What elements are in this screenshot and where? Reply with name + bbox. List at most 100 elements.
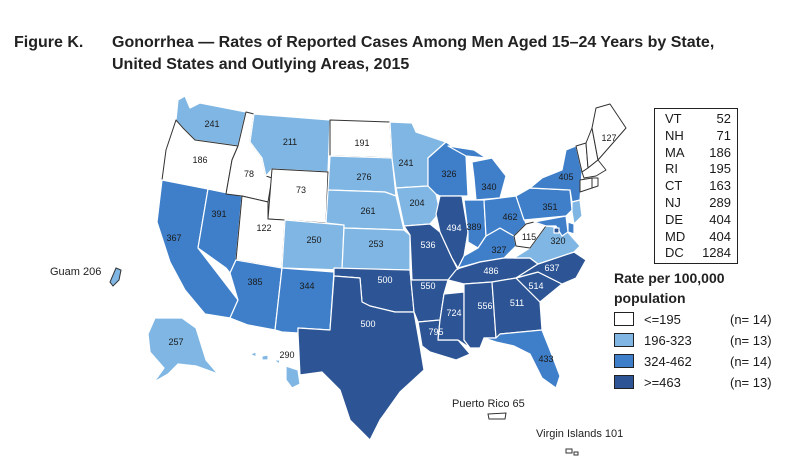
table-row: NJ 289 [665,195,731,212]
state-label-OK: 500 [377,275,392,285]
table-abbr: NJ [665,194,681,210]
table-value: 404 [709,211,731,227]
state-label-NM: 344 [299,281,314,291]
state-label-SD: 276 [356,172,371,182]
state-label-UT: 122 [256,223,271,233]
legend-range: 196-323 [644,332,692,348]
legend-title-2: population [614,290,686,306]
table-value: 195 [709,161,731,177]
table-abbr: CT [665,178,683,194]
legend-count: (n= 14) [730,353,772,369]
virgin-islands-shape-2 [573,451,579,456]
legend-title-1: Rate per 100,000 [614,270,725,286]
state-label-NY: 405 [558,172,573,182]
legend-count: (n= 13) [730,374,772,390]
guam-label: Guam 206 [50,266,102,278]
table-value: 289 [709,194,731,210]
state-label-KY: 327 [491,245,506,255]
table-row: VT 52 [665,111,731,128]
table-value: 186 [709,144,731,160]
virgin-islands-label: Virgin Islands 101 [536,428,624,440]
table-abbr: MD [665,228,686,244]
state-label-NE: 261 [360,206,375,216]
state-label-KS: 253 [368,239,383,249]
state-label-PA: 351 [542,202,557,212]
state-label-ND: 191 [354,138,369,148]
state-label-OH: 462 [502,212,517,222]
state-label-MO: 536 [420,240,435,250]
table-abbr: RI [665,161,678,177]
legend-swatch [614,333,634,347]
state-TX [297,275,425,441]
state-label-WV: 115 [522,232,536,242]
state-labels-layer: 241 186 367 391 78 211 73 122 385 250 34… [166,119,616,364]
state-label-WA: 241 [204,119,219,129]
state-label-LA: 795 [428,327,443,337]
state-label-OR: 186 [192,155,207,165]
legend-swatch [614,375,634,389]
small-state-table: VT 52 NH 71 MA 186 RI 195 CT 163 NJ 289 DE 404 … [654,108,738,264]
state-label-HI: 290 [279,350,294,360]
legend-item: 324-462 (n= 14) [614,351,799,371]
state-label-VA: 320 [550,236,565,246]
state-label-MI: 340 [481,182,496,192]
legend-swatch [614,354,634,368]
table-abbr: VT [665,111,682,126]
table-value: 163 [709,178,731,194]
state-MA [581,159,607,179]
table-abbr: NH [665,127,684,143]
state-AK [147,317,219,383]
state-label-MN: 241 [398,158,413,168]
legend: Rate per 100,000 population <=195 (n= 14… [614,268,799,392]
state-label-ID: 78 [244,169,254,179]
states-layer [147,95,627,441]
legend-item: >=463 (n= 13) [614,372,799,392]
state-label-GA: 511 [510,298,524,308]
state-ME [591,103,627,161]
state-AZ [229,259,283,331]
table-abbr: DC [665,245,684,261]
table-abbr: MA [665,144,685,160]
state-label-WY: 73 [296,185,306,195]
state-label-CO: 250 [306,235,321,245]
table-row: DC 1284 [665,245,731,262]
state-label-NV: 391 [211,209,226,219]
state-label-AZ: 385 [247,277,262,287]
table-value: 52 [716,111,731,126]
state-KS [341,227,411,271]
state-label-CA: 367 [166,233,181,243]
legend-count: (n= 13) [730,332,772,348]
state-label-AL: 556 [477,301,492,311]
state-label-TX: 500 [360,319,375,329]
table-row: CT 163 [665,178,731,195]
territory-shapes [109,267,579,456]
title-line-1: Gonorrhea — Rates of Reported Cases Amon… [112,34,715,51]
state-label-IA: 204 [409,198,424,208]
state-NJ [571,199,583,225]
state-RI [591,177,599,189]
state-label-FL: 433 [538,354,553,364]
state-DE [567,221,575,235]
puerto-rico-shape [487,412,507,420]
guam-shape [109,267,122,287]
legend-range: 324-462 [644,353,692,369]
legend-range: <=195 [644,311,681,327]
legend-swatch [614,312,634,326]
table-row: MD 404 [665,229,731,246]
state-CO [281,219,345,271]
state-label-WI: 326 [441,169,456,179]
state-label-MT: 211 [283,137,297,147]
puerto-rico-label: Puerto Rico 65 [452,398,525,410]
table-value: 1284 [702,245,731,261]
virgin-islands-shape-1 [565,448,573,454]
table-row: DE 404 [665,212,731,229]
legend-item: <=195 (n= 14) [614,309,799,329]
state-DC [553,227,560,234]
state-label-MS: 724 [446,308,461,318]
state-HI [249,351,301,389]
table-value: 71 [716,127,731,143]
table-value: 404 [709,228,731,244]
state-label-IN: 389 [466,222,481,232]
legend-range: >=463 [644,374,681,390]
